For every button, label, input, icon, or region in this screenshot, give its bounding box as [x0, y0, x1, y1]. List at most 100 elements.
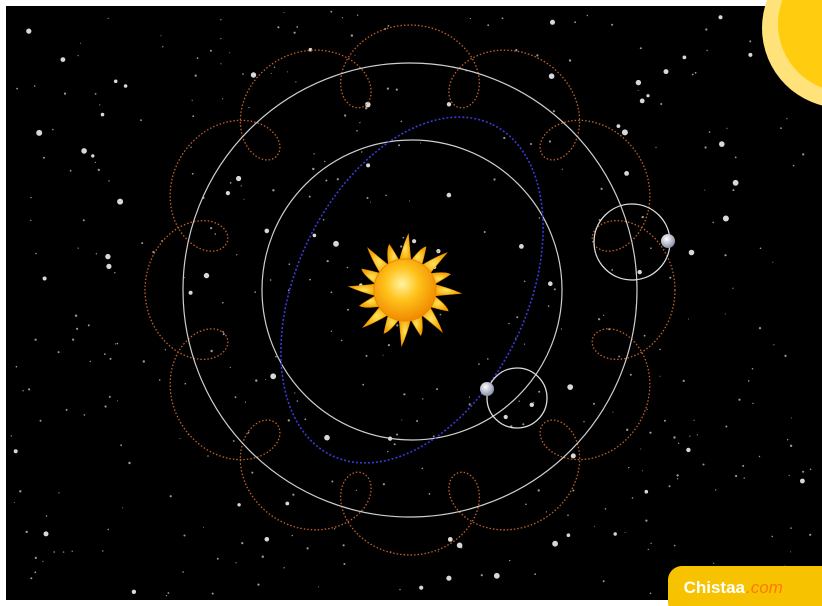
star [236, 176, 241, 181]
star [52, 129, 54, 131]
star [478, 363, 480, 365]
star [569, 59, 571, 61]
star [30, 577, 32, 579]
star [644, 335, 646, 337]
star [419, 586, 423, 590]
star [683, 56, 687, 60]
star [140, 119, 142, 121]
star [14, 449, 18, 453]
star [294, 32, 296, 34]
star [508, 323, 509, 324]
star [645, 520, 647, 522]
star [323, 219, 325, 221]
star [294, 392, 295, 393]
star [749, 40, 751, 42]
star [605, 508, 607, 510]
star [192, 115, 194, 117]
star [98, 169, 100, 171]
star [313, 234, 317, 238]
star [695, 72, 697, 74]
star [554, 288, 556, 290]
star [594, 526, 595, 527]
star [504, 415, 508, 419]
star [759, 327, 761, 329]
star [277, 26, 279, 28]
star [422, 468, 424, 470]
star [195, 75, 197, 77]
star [810, 469, 812, 471]
star [220, 63, 221, 64]
star [63, 551, 64, 552]
star [660, 376, 661, 377]
star [724, 254, 726, 256]
star [552, 541, 558, 547]
star [96, 253, 97, 254]
star [398, 144, 400, 146]
star [809, 534, 811, 536]
star [403, 393, 405, 395]
star [367, 197, 369, 199]
star [420, 143, 421, 144]
star [725, 426, 727, 428]
star [614, 532, 617, 535]
star [703, 464, 705, 466]
star [725, 314, 726, 315]
star [660, 103, 662, 105]
star [70, 170, 72, 172]
star [159, 379, 161, 381]
star [313, 153, 314, 154]
star [58, 492, 59, 493]
star [791, 418, 792, 419]
star [686, 448, 690, 452]
star [284, 567, 285, 568]
star [120, 444, 122, 446]
star [35, 253, 37, 255]
star [108, 18, 109, 19]
star [34, 571, 36, 573]
star [704, 190, 705, 191]
star [105, 405, 107, 407]
star [618, 356, 620, 358]
star [270, 279, 272, 281]
star [333, 241, 339, 247]
star [760, 248, 762, 250]
star [160, 35, 161, 36]
star [80, 43, 81, 44]
star [324, 161, 325, 162]
star [536, 54, 538, 56]
star [655, 147, 656, 148]
star [567, 515, 569, 517]
star [265, 379, 266, 380]
star [40, 420, 42, 422]
star [162, 46, 163, 47]
star [440, 314, 442, 316]
star [401, 121, 403, 123]
star [285, 502, 289, 506]
star [28, 388, 30, 390]
star [516, 316, 518, 318]
star [388, 344, 390, 346]
star [447, 102, 451, 106]
star [90, 361, 91, 362]
star [688, 319, 689, 320]
star [683, 380, 685, 382]
star [64, 93, 66, 95]
star [265, 537, 270, 542]
star [210, 227, 212, 229]
star [344, 114, 346, 116]
star [66, 409, 68, 411]
star [784, 355, 786, 357]
star [650, 543, 651, 544]
star [678, 443, 679, 444]
star [132, 590, 136, 594]
star [242, 73, 244, 75]
star [265, 229, 270, 234]
star [42, 561, 43, 562]
star [325, 180, 327, 182]
star [117, 199, 123, 205]
star [272, 189, 274, 191]
star [192, 173, 194, 175]
star [185, 383, 187, 385]
star [143, 360, 145, 362]
star [383, 355, 384, 356]
